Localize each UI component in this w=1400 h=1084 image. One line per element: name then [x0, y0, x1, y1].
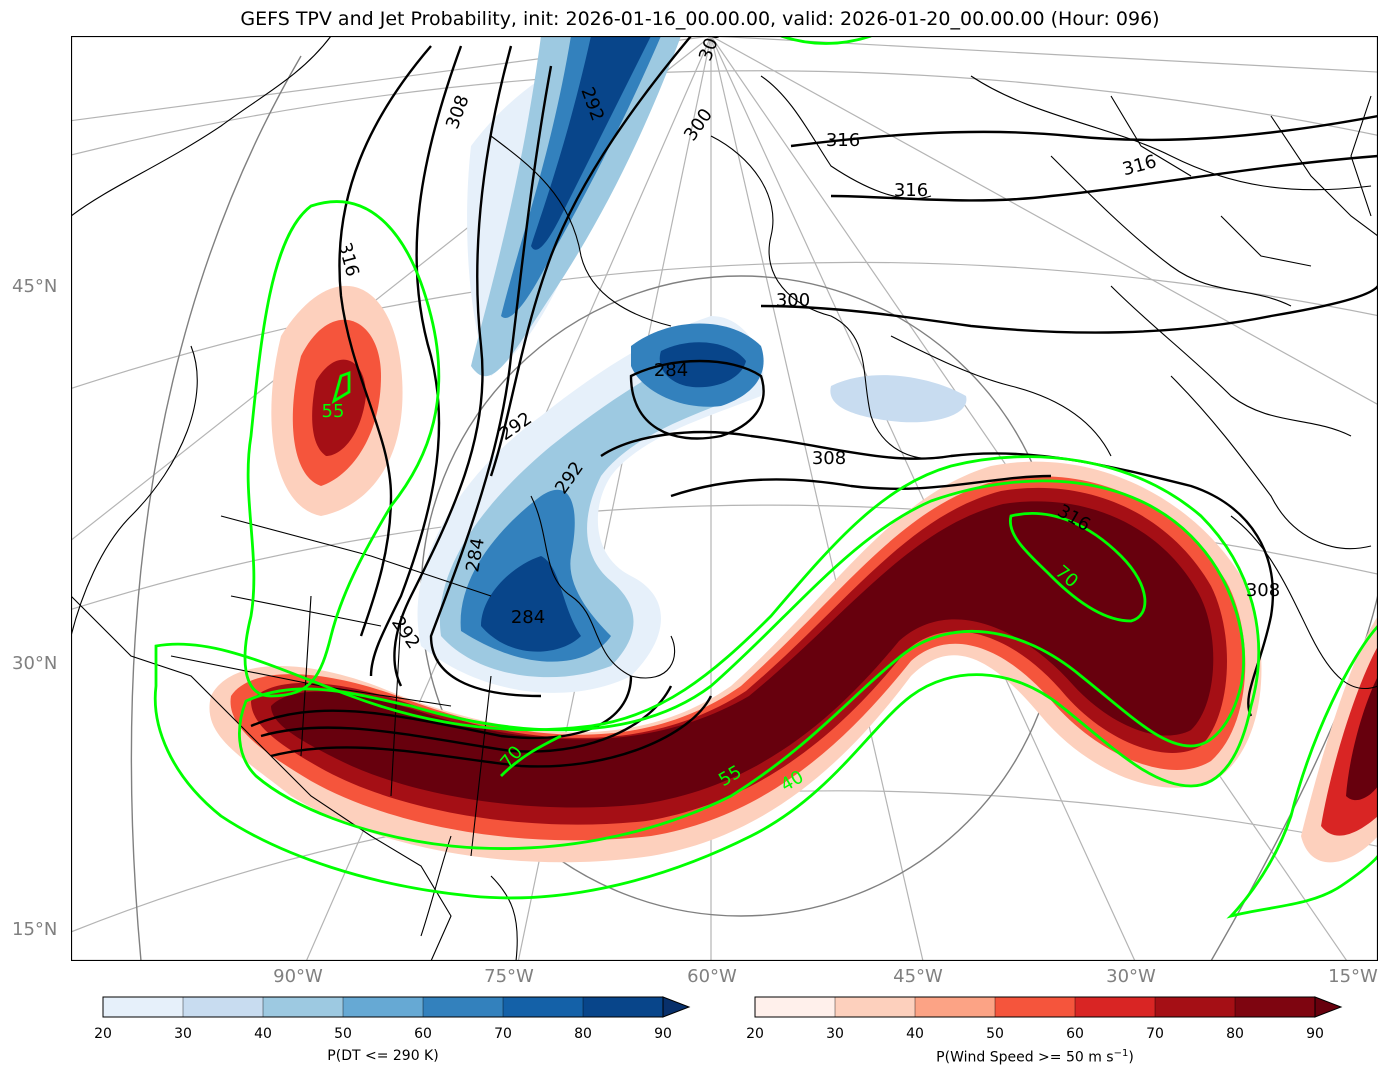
lon-label-90w: 90°W [273, 966, 323, 987]
colorbar-tick-label: 90 [654, 1026, 672, 1042]
colorbar-wind-label-end: ) [1128, 1049, 1134, 1066]
colorbar-tick-label: 20 [94, 1026, 112, 1042]
lat-label-30n: 30°N [12, 653, 58, 674]
map-title: GEFS TPV and Jet Probability, init: 2026… [240, 8, 1160, 30]
colorbar-wind-label: P(Wind Speed >= 50 m s−1) [936, 1048, 1134, 1066]
colorbar-outline [754, 996, 1316, 1018]
colorbar-segment [1235, 997, 1315, 1017]
lon-label-15w: 15°W [1328, 966, 1378, 987]
colorbar-dt-label: P(DT <= 290 K) [327, 1048, 439, 1064]
colorbar-tick-label: 40 [254, 1026, 272, 1042]
colorbar-tick-label: 60 [414, 1026, 432, 1042]
theta-contour-label: 300 [776, 290, 810, 311]
colorbar-segment [103, 997, 183, 1017]
lat-label-15n: 15°N [12, 919, 58, 940]
jet-probability-contours [153, 36, 1378, 919]
jet-contour-label: 55 [322, 401, 345, 422]
colorbar-wind-label-main: P(Wind Speed >= 50 m s [936, 1049, 1114, 1066]
lon-label-60w: 60°W [687, 966, 737, 987]
lon-label-30w: 30°W [1106, 966, 1156, 987]
colorbar-segment [755, 997, 835, 1017]
colorbar-segment [503, 997, 583, 1017]
theta-contour-label: 284 [654, 360, 688, 381]
colorbar-tick-label: 70 [494, 1026, 512, 1042]
colorbar-segment [995, 997, 1075, 1017]
colorbar-tick-label: 50 [986, 1026, 1004, 1042]
colorbar-tick-label: 40 [906, 1026, 924, 1042]
lon-label-75w: 75°W [484, 966, 534, 987]
wind-probability-shading [209, 285, 1378, 863]
colorbar-extend-arrow [1314, 996, 1343, 1018]
colorbar-wind-probability [754, 996, 1343, 1018]
colorbar-segment [583, 997, 663, 1017]
theta-contour-label: 316 [894, 180, 928, 201]
theta-contour-label: 308 [1246, 580, 1280, 601]
lon-label-45w: 45°W [893, 966, 943, 987]
colorbar-wind-label-sup: −1 [1113, 1048, 1129, 1059]
colorbar-tick-label: 30 [174, 1026, 192, 1042]
colorbar-segment [183, 997, 263, 1017]
colorbar-segment [915, 997, 995, 1017]
colorbar-segment [263, 997, 343, 1017]
colorbar-tick-label: 80 [1226, 1026, 1244, 1042]
theta-contour-label: 284 [511, 607, 545, 628]
colorbar-outline [102, 996, 664, 1018]
lat-label-45n: 45°N [12, 276, 58, 297]
colorbar-tick-label: 90 [1306, 1026, 1324, 1042]
colorbar-tick-label: 20 [746, 1026, 764, 1042]
colorbar-segment [343, 997, 423, 1017]
colorbar-segment [423, 997, 503, 1017]
theta-contours [250, 36, 1378, 768]
theta-contour-label: 308 [812, 448, 846, 469]
colorbar-tick-label: 80 [574, 1026, 592, 1042]
dt-probability-shading [417, 36, 967, 693]
theta-contour-label: 316 [826, 130, 860, 151]
colorbar-segment [835, 997, 915, 1017]
colorbar-segment [1155, 997, 1235, 1017]
colorbar-tick-label: 30 [826, 1026, 844, 1042]
colorbar-extend-arrow [662, 996, 691, 1018]
colorbar-tick-label: 70 [1146, 1026, 1164, 1042]
colorbar-tick-label: 50 [334, 1026, 352, 1042]
colorbar-dt-probability [102, 996, 691, 1018]
colorbar-tick-label: 60 [1066, 1026, 1084, 1042]
colorbar-segment [1075, 997, 1155, 1017]
